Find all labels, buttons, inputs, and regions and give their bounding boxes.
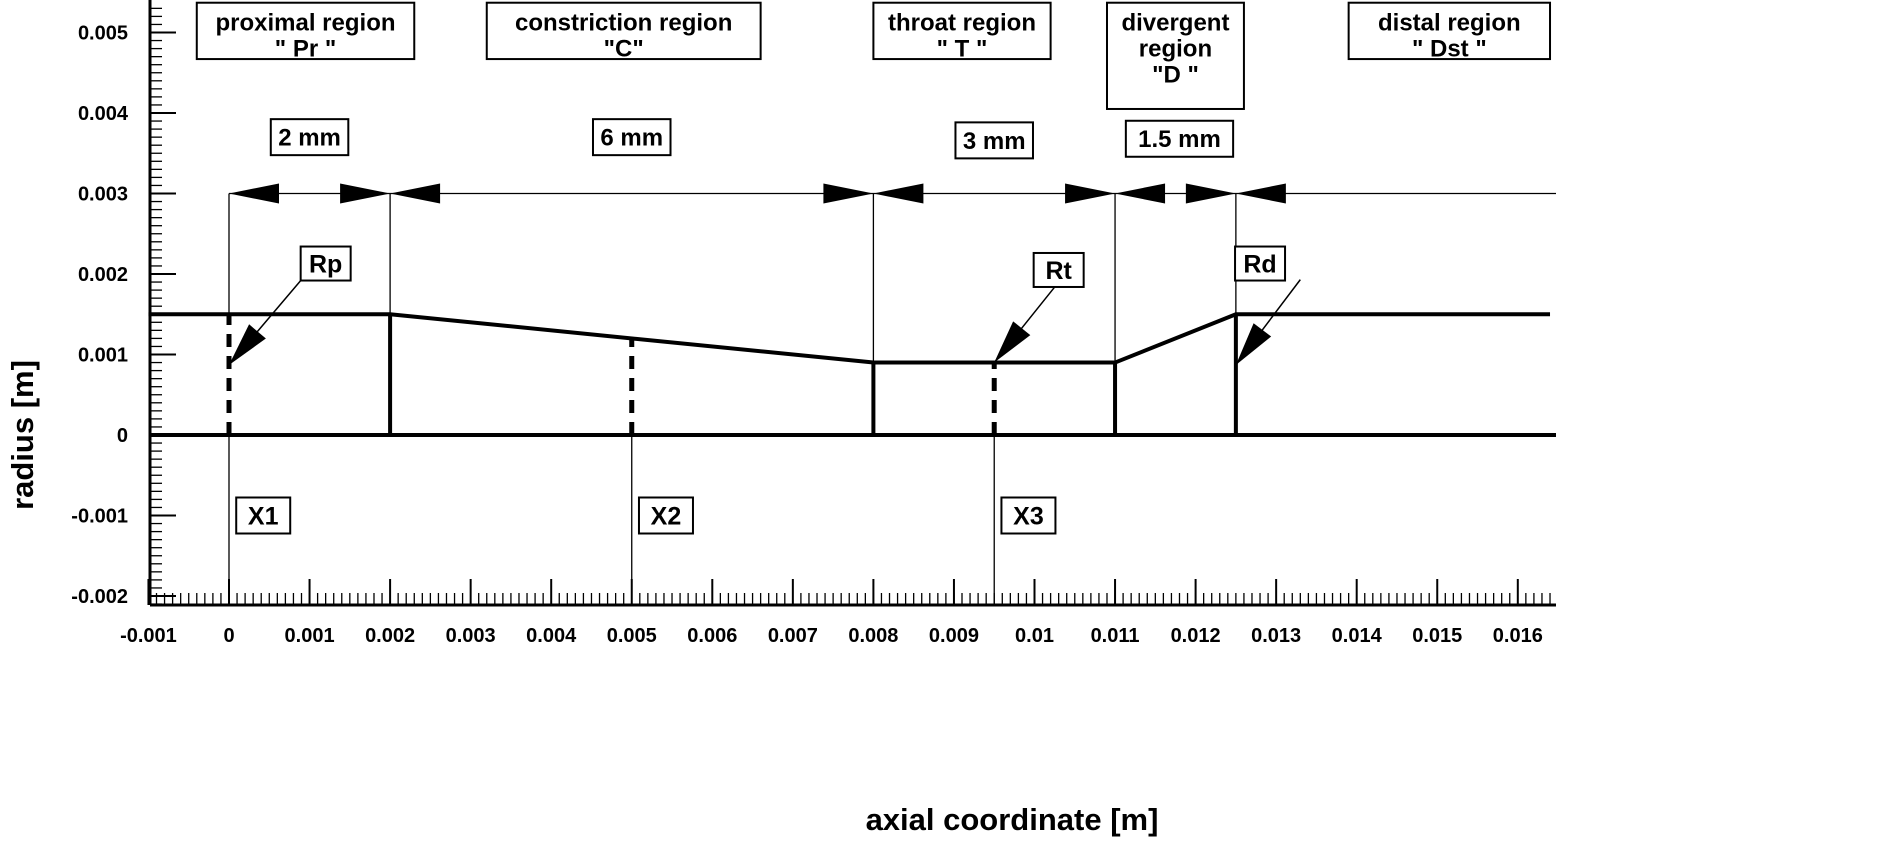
region-label-line: " Pr " (275, 36, 336, 63)
dimension-arrowhead (390, 183, 441, 204)
x-tick-label: 0.006 (687, 625, 737, 647)
radius-label-text: Rp (309, 251, 342, 279)
y-axis-title: radius [m] (5, 360, 40, 510)
x-tick-label: 0.011 (1091, 625, 1140, 647)
y-tick-label: 0.001 (78, 345, 128, 367)
y-tick-label: 0 (117, 425, 128, 447)
radius-label-box (1234, 245, 1287, 282)
x-tick-label: 0.001 (285, 625, 335, 647)
x-axis-title: axial coordinate [m] (866, 802, 1159, 837)
position-label-text: X2 (651, 503, 682, 531)
vessel-wall-profile (148, 312, 1551, 365)
dimension-label-box (591, 118, 672, 157)
position-label-box (235, 496, 292, 535)
dimension-label-text: 6 mm (600, 125, 663, 152)
dimension-label-text: 2 mm (278, 125, 341, 152)
radius-label-text: Rd (1243, 251, 1276, 279)
dimension-label: 6 mm (591, 118, 672, 157)
dimension-arrowhead (1115, 183, 1166, 204)
x-tick-label: 0.015 (1412, 625, 1462, 647)
position-label-box (1000, 496, 1057, 535)
position-label-text: X3 (1013, 503, 1044, 531)
region-box-frame (195, 1, 416, 61)
dimension-label-box (1124, 119, 1235, 158)
region-label-line: "C" (604, 36, 644, 63)
x-tick-label: 0.016 (1493, 625, 1543, 647)
position-label-box (637, 496, 694, 535)
x-tick-label: 0.004 (526, 625, 577, 647)
dimension-label: 1.5 mm (1124, 119, 1235, 158)
region-label-line: divergent (1121, 10, 1229, 37)
region-label-line: " Dst " (1412, 36, 1487, 63)
region-label-line: constriction region (515, 10, 732, 37)
region-labels: proximal region" Pr " constriction region… (195, 1, 1552, 535)
vessel-geometry (148, 193, 1556, 605)
region-box-frame (485, 1, 762, 61)
dimension-label-text: 1.5 mm (1138, 126, 1221, 153)
position-label: X1 (235, 496, 292, 535)
region-box-frame (1347, 1, 1552, 61)
region-label-line: region (1139, 36, 1212, 63)
position-label-text: X1 (248, 503, 279, 531)
x-tick-label: 0 (223, 625, 234, 647)
radius-arrowhead (994, 321, 1031, 363)
dimension-label: 3 mm (954, 121, 1034, 160)
region-box: distal region" Dst " (1347, 1, 1552, 63)
dimension-arrowhead (823, 183, 874, 204)
position-label: X2 (637, 496, 694, 535)
x-tick-label: 0.009 (929, 625, 979, 647)
region-label-line: proximal region (215, 10, 395, 37)
y-tick-label: 0.002 (78, 264, 128, 286)
region-box: proximal region" Pr " (195, 1, 416, 63)
y-tick-label: 0.004 (78, 103, 129, 125)
region-label-line: "D " (1152, 62, 1199, 89)
dimension-label: 2 mm (269, 118, 350, 157)
radius-label-box (299, 245, 352, 282)
region-box-frame (872, 1, 1052, 61)
region-label-line: throat region (888, 10, 1036, 37)
dimension-arrowhead (340, 183, 391, 204)
dimension-annotations: 2 mm 6 mm 3 mm 1.5 mm (229, 118, 1556, 204)
x-tick-label: 0.007 (768, 625, 818, 647)
region-box-frame (1105, 1, 1245, 110)
radius-label: Rd (1234, 245, 1287, 282)
dimension-arrowhead (1235, 183, 1286, 204)
region-label-line: distal region (1378, 10, 1521, 37)
dimension-arrowhead (873, 183, 924, 204)
dimension-arrowhead (229, 183, 279, 204)
x-tick-label: 0.01 (1015, 625, 1054, 647)
radius-arrowhead (229, 324, 266, 365)
x-tick-label: 0.012 (1171, 625, 1221, 647)
x-tick-label: 0.013 (1251, 625, 1301, 647)
x-tick-label: 0.014 (1332, 625, 1383, 647)
radius-label-text: Rt (1045, 257, 1072, 285)
radius-label-box (1032, 251, 1085, 288)
x-tick-label: -0.001 (120, 625, 177, 647)
x-tick-label: 0.005 (607, 625, 657, 647)
position-label: X3 (1000, 496, 1057, 535)
axes: -0.002 -0.001 0 0.001 0.002 0.003 0.004 0.005 -0… (71, 0, 1556, 647)
dimension-label-box (954, 121, 1034, 160)
region-label-line: " T " (937, 36, 988, 63)
x-tick-label: 0.002 (365, 625, 415, 647)
dimension-arrowhead (1185, 183, 1236, 204)
region-box: throat region" T " (872, 1, 1052, 63)
x-tick-label: 0.003 (446, 625, 496, 647)
dimension-arrowhead (1065, 183, 1116, 204)
y-tick-label: -0.001 (71, 506, 128, 528)
x-tick-label: 0.008 (848, 625, 898, 647)
dimension-label-text: 3 mm (963, 128, 1026, 155)
region-box: constriction region"C" (485, 1, 762, 63)
radius-arrowhead (1235, 323, 1272, 365)
y-tick-label: 0.003 (78, 184, 128, 206)
radius-label: Rp (299, 245, 352, 282)
radius-label: Rt (1032, 251, 1085, 288)
y-tick-label: 0.005 (78, 23, 128, 45)
y-tick-label: -0.002 (71, 586, 128, 608)
dimension-label-box (269, 118, 350, 157)
